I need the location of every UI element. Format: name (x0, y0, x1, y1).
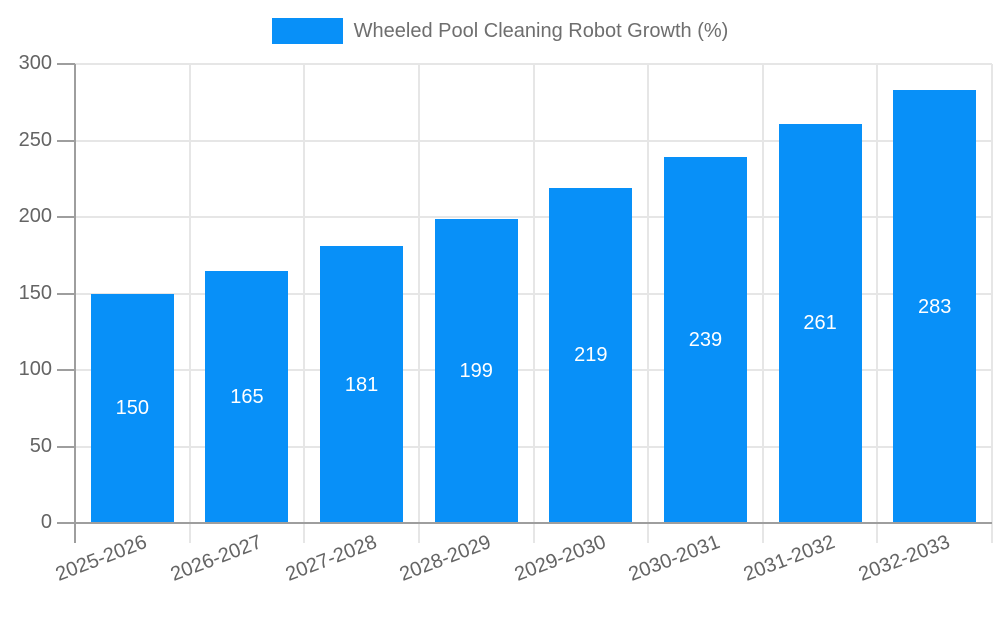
v-gridline (417, 64, 420, 543)
bar-value-label: 181 (344, 373, 379, 396)
v-gridline (991, 64, 993, 543)
v-gridline (761, 64, 764, 543)
x-tick-label: 2032-2033 (855, 531, 953, 586)
v-gridline (876, 64, 879, 543)
bar (778, 123, 862, 523)
bar (434, 218, 518, 523)
bar-value-label: 165 (230, 385, 264, 408)
plot-area: 0 50 100 150 200 250 300 150 165 181 199 219 239 261 2… (18, 52, 993, 586)
bar (205, 270, 289, 523)
bar-value-label: 199 (459, 359, 493, 382)
y-tick-label: 150 (18, 281, 52, 304)
x-tick-label: 2027-2028 (282, 531, 380, 586)
y-tick-mark (57, 216, 75, 218)
chart-legend: Wheeled Pool Cleaning Robot Growth (%) (0, 16, 1000, 46)
y-axis-line (74, 64, 76, 543)
bar-value-label: 283 (918, 295, 952, 318)
bar (893, 90, 977, 523)
x-tick-label: 2029-2030 (511, 531, 609, 586)
x-tick-label: 2031-2032 (740, 531, 838, 586)
bar-value-label: 150 (115, 397, 149, 420)
y-tick-label: 250 (18, 128, 52, 151)
bar (549, 187, 633, 523)
bar (320, 246, 404, 523)
v-gridline (532, 64, 535, 543)
bar (90, 293, 174, 523)
x-axis-line (75, 522, 992, 524)
y-tick-label: 0 (40, 511, 52, 533)
y-tick-label: 50 (29, 434, 52, 457)
x-tick-label: 2028-2029 (396, 531, 495, 586)
bar-value-label: 261 (803, 312, 837, 335)
bar-value-label: 219 (574, 344, 608, 367)
y-tick-mark (57, 522, 75, 524)
bar-chart: Wheeled Pool Cleaning Robot Growth (%) 0… (0, 16, 1000, 586)
v-gridline (188, 64, 191, 543)
v-gridline (647, 64, 650, 543)
bar-value-label: 239 (688, 329, 723, 352)
y-tick-mark (57, 63, 75, 65)
x-tick-label: 2030-2031 (626, 531, 724, 586)
v-gridline (303, 64, 306, 543)
x-tick-label: 2026-2027 (167, 531, 265, 586)
y-tick-label: 200 (18, 205, 52, 227)
legend-label: Wheeled Pool Cleaning Robot Growth (%) (353, 19, 729, 42)
y-tick-label: 300 (18, 52, 52, 74)
bar (663, 157, 747, 523)
y-tick-mark (57, 292, 75, 295)
y-tick-mark (57, 369, 75, 371)
y-tick-mark (57, 139, 75, 142)
legend-swatch (271, 18, 343, 44)
y-tick-mark (57, 445, 75, 448)
y-tick-label: 100 (18, 358, 52, 380)
